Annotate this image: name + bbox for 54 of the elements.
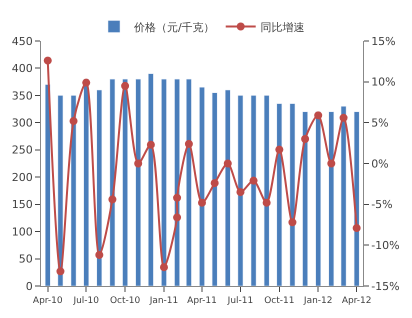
point (44, 56, 52, 65)
point (184, 140, 193, 148)
point (56, 267, 64, 276)
y2-tick-label: 10% (371, 76, 396, 89)
x-tick-label: Apr-12 (342, 296, 372, 306)
y-tick-label: 50 (18, 252, 33, 266)
point (224, 160, 232, 168)
point (134, 160, 142, 168)
x-tick-label: Apr-11 (187, 296, 217, 306)
y-tick-label: 250 (12, 144, 33, 157)
y2-tick-label: -10% (371, 239, 400, 252)
point (250, 176, 258, 185)
point (82, 78, 90, 87)
x-tick-label: Jul-11 (226, 296, 254, 306)
point (314, 111, 322, 120)
x-tick-label: Jan-11 (148, 296, 178, 306)
point (198, 198, 206, 207)
point (262, 198, 271, 207)
point (236, 188, 244, 196)
point (275, 146, 284, 154)
x-tick-label: Jul-10 (72, 296, 100, 306)
y-tick-label: 150 (12, 198, 33, 212)
point (95, 250, 104, 259)
y2-tick-label: 5% (371, 116, 389, 130)
point (327, 160, 336, 168)
point (160, 263, 168, 272)
point (301, 135, 310, 143)
x-tick-label: Oct-11 (264, 296, 294, 306)
point (70, 117, 78, 126)
x-tick-label: Oct-10 (110, 296, 140, 306)
legend-label: 同比增速 (260, 20, 305, 34)
y2-tick-label: -5% (371, 198, 393, 212)
point (108, 195, 116, 204)
point (173, 194, 182, 202)
point (173, 213, 182, 222)
x-tick-label: Jan-12 (302, 296, 332, 306)
y-tick-label: 0 (26, 280, 33, 293)
x-tick-label: Apr-10 (32, 296, 63, 306)
point (352, 224, 361, 232)
point (340, 114, 348, 122)
point (288, 218, 296, 226)
y-tick-label: 100 (12, 225, 33, 238)
y-tick-label: 300 (12, 116, 33, 130)
y-tick-label: 400 (12, 62, 33, 76)
point (121, 82, 130, 90)
point (146, 140, 155, 149)
legend-label: 价格（元/千克） (133, 20, 215, 34)
y-tick-label: 450 (12, 34, 33, 48)
y-tick-label: 350 (12, 89, 33, 102)
point (210, 179, 219, 188)
y2-tick-label: 0% (371, 157, 389, 170)
y2-tick-label: -15% (371, 280, 400, 293)
y-tick-label: 200 (12, 170, 33, 184)
y2-tick-label: 15% (371, 34, 396, 48)
